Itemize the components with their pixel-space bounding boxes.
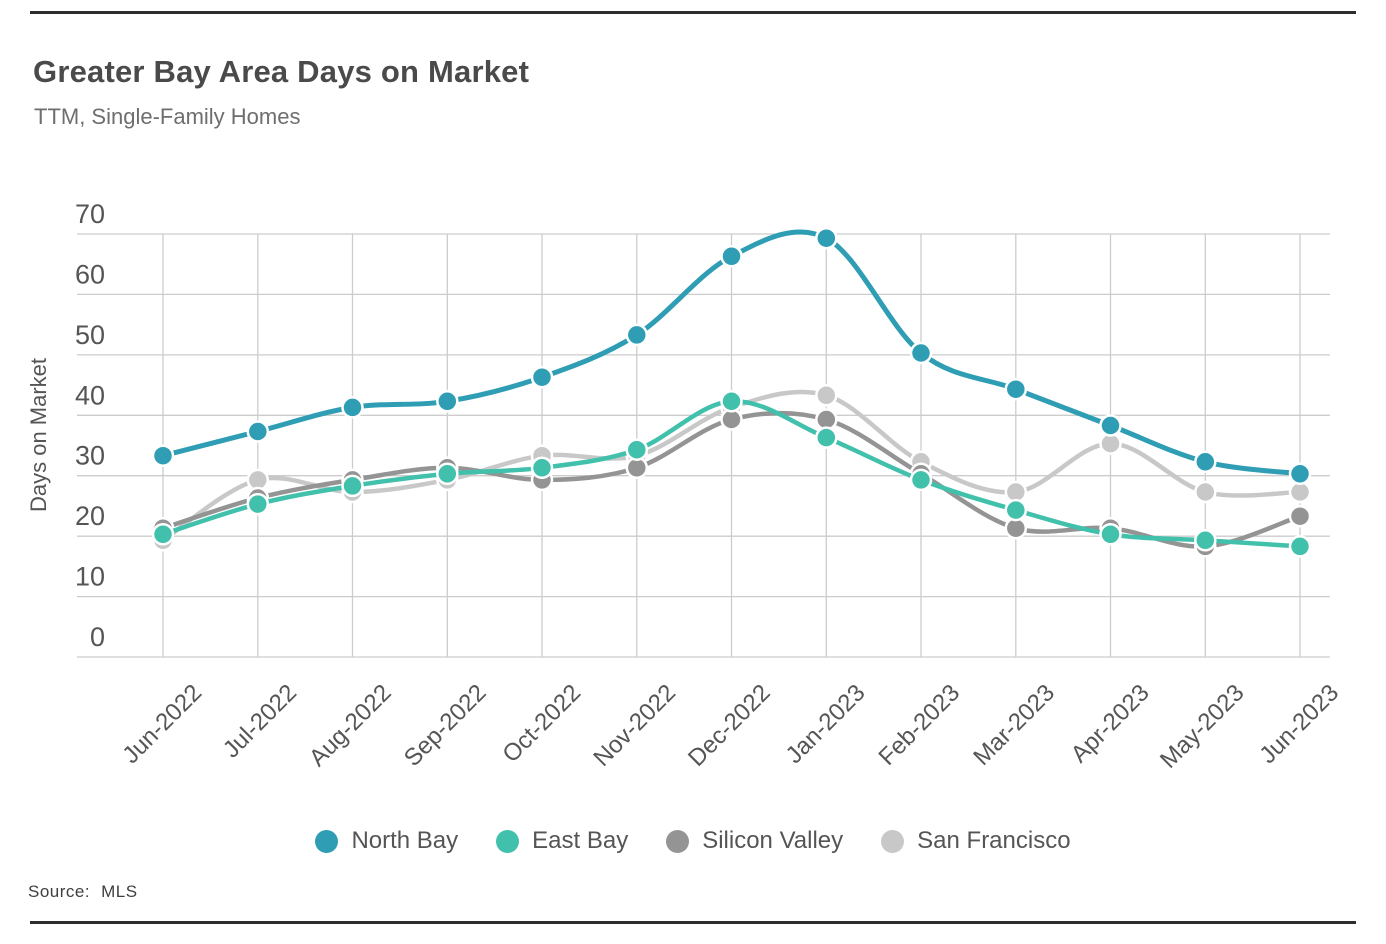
y-axis-title: Days on Market — [26, 358, 51, 512]
data-point-north-bay — [1099, 414, 1122, 437]
legend-swatch-icon — [496, 829, 520, 853]
data-point-east-bay — [1194, 529, 1217, 552]
data-point-north-bay — [1194, 450, 1217, 474]
series-east-bay — [151, 390, 1312, 558]
y-tick-label: 0 — [90, 622, 105, 652]
data-point-east-bay — [341, 474, 364, 498]
x-tick-label: Feb-2023 — [873, 679, 965, 771]
legend-swatch-icon — [315, 829, 339, 853]
data-point-north-bay — [151, 444, 175, 467]
source-label: Source: — [28, 882, 91, 901]
legend-swatch-icon — [666, 829, 690, 853]
gridlines — [77, 233, 1330, 658]
chart-subtitle: TTM, Single-Family Homes — [34, 104, 301, 129]
data-point-north-bay — [720, 245, 743, 268]
data-point-east-bay — [1099, 523, 1122, 546]
data-point-san-francisco — [1194, 480, 1217, 504]
legend-swatch-icon — [881, 829, 905, 853]
bottom-divider — [30, 921, 1356, 924]
legend-item: San Francisco — [881, 827, 1071, 855]
x-tick-label: Oct-2022 — [497, 679, 586, 768]
x-tick-label: Jul-2022 — [218, 679, 302, 763]
x-tick-label: Apr-2023 — [1066, 679, 1155, 768]
data-point-east-bay — [530, 456, 554, 480]
data-point-north-bay — [909, 341, 933, 365]
x-tick-label: Nov-2022 — [588, 679, 681, 772]
data-point-east-bay — [1004, 498, 1028, 522]
y-tick-label: 10 — [75, 562, 105, 592]
legend-item: Silicon Valley — [666, 827, 843, 855]
source-value: MLS — [101, 882, 138, 901]
data-point-east-bay — [151, 523, 175, 546]
legend-label: Silicon Valley — [702, 827, 844, 854]
x-tick-label: Aug-2022 — [304, 679, 397, 772]
x-tick-label: Jan-2023 — [781, 679, 871, 769]
legend-item: East Bay — [496, 827, 628, 855]
y-tick-label: 70 — [75, 199, 105, 229]
chart-title: Greater Bay Area Days on Market — [33, 54, 530, 89]
legend-label: San Francisco — [917, 827, 1071, 854]
y-tick-label: 20 — [75, 501, 105, 531]
x-tick-label: Jun-2022 — [117, 679, 207, 769]
data-point-east-bay — [909, 468, 933, 492]
y-tick-label: 50 — [75, 320, 105, 350]
data-point-north-bay — [341, 396, 364, 419]
data-point-east-bay — [720, 390, 743, 413]
data-series-layer — [151, 226, 1312, 558]
x-tick-label: Dec-2022 — [683, 679, 776, 772]
source-note: Source: MLS — [28, 882, 138, 902]
data-point-san-francisco — [815, 384, 838, 407]
y-tick-label: 30 — [75, 441, 105, 471]
data-point-north-bay — [1288, 462, 1312, 486]
data-point-east-bay — [246, 492, 270, 516]
data-point-silicon-valley — [1288, 504, 1312, 528]
data-point-east-bay — [625, 438, 649, 461]
x-tick-label: May-2023 — [1155, 679, 1250, 774]
legend-item: North Bay — [315, 827, 458, 855]
series-north-bay — [151, 226, 1312, 486]
x-tick-label: Sep-2022 — [399, 679, 492, 772]
data-point-east-bay — [1288, 535, 1312, 558]
legend-label: East Bay — [532, 827, 629, 854]
y-tick-label: 60 — [75, 259, 105, 289]
data-point-north-bay — [1004, 377, 1028, 401]
data-point-north-bay — [625, 323, 649, 347]
data-point-north-bay — [815, 226, 838, 250]
data-point-north-bay — [530, 365, 554, 389]
legend-label: North Bay — [351, 827, 459, 854]
x-tick-label: Jun-2023 — [1254, 679, 1344, 769]
top-divider — [30, 11, 1356, 14]
x-tick-label: Mar-2023 — [968, 679, 1060, 771]
y-tick-label: 40 — [75, 380, 105, 410]
chart-legend: North Bay East Bay Silicon Valley San Franc… — [0, 827, 1386, 855]
data-point-north-bay — [246, 420, 270, 443]
data-point-north-bay — [436, 390, 459, 413]
data-point-east-bay — [436, 462, 459, 486]
data-point-east-bay — [815, 426, 838, 449]
